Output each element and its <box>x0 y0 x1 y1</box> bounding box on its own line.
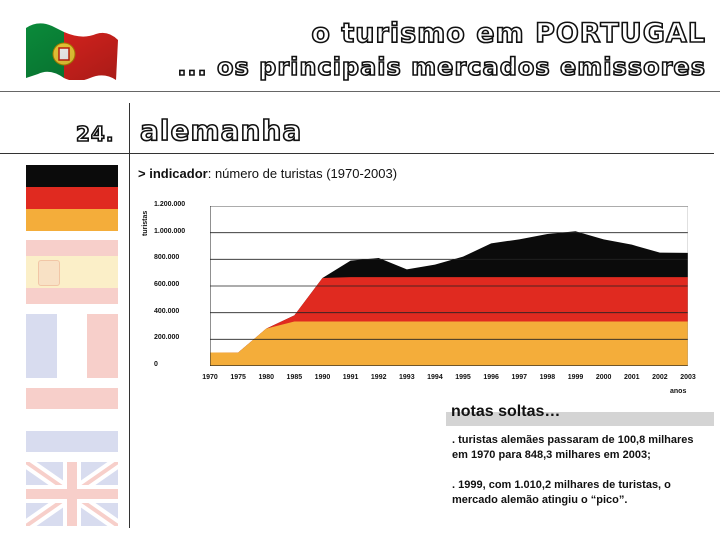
spain-flag-icon <box>26 240 118 304</box>
indicator-line: > indicador: número de turistas (1970-20… <box>138 166 397 181</box>
x-tick-label: 2002 <box>652 374 668 381</box>
y-tick-label: 1.200.000 <box>154 201 186 208</box>
x-tick-label: 1997 <box>511 374 528 381</box>
header-divider <box>0 91 720 92</box>
section-number: 24. <box>75 121 115 147</box>
x-tick-label: 2001 <box>623 374 640 381</box>
x-tick-label: 1985 <box>286 374 303 381</box>
france-flag-icon <box>26 314 119 378</box>
uk-flag-icon <box>22 457 122 531</box>
netherlands-flag-icon <box>26 388 118 452</box>
y-tick-label: 1.000.000 <box>154 227 186 235</box>
y-tick-label: 800.000 <box>154 254 180 262</box>
x-tick-label: 1990 <box>314 374 331 381</box>
notes-title: notas soltas… <box>451 403 561 420</box>
area-plot <box>210 206 688 366</box>
sidebar-divider <box>129 103 130 528</box>
indicator-text: : número de turistas (1970-2003) <box>207 166 398 181</box>
x-tick-label: 2000 <box>595 374 612 381</box>
y-tick-label: 600.000 <box>154 281 180 288</box>
x-tick-label: 1996 <box>483 374 499 381</box>
header-title: o turismo em PORTUGAL <box>311 17 706 50</box>
x-tick-label: 1999 <box>567 374 584 381</box>
section-divider <box>0 153 714 154</box>
header-subtitle: ... os principais mercados emissores <box>177 52 706 82</box>
y-tick-label: 200.000 <box>154 334 180 342</box>
section-country: alemanha <box>139 113 303 148</box>
x-tick-label: 1992 <box>370 374 387 381</box>
portugal-flag-icon <box>24 18 120 81</box>
x-tick-label: 1993 <box>399 374 415 381</box>
x-tick-label: 1995 <box>455 374 471 381</box>
x-tick-label: 2003 <box>680 374 696 381</box>
notes-list: . turistas alemães passaram de 100,8 mil… <box>452 433 702 508</box>
x-tick-label: 1970 <box>202 374 218 381</box>
x-tick-label: 1991 <box>342 374 359 381</box>
x-tick-label: 1980 <box>258 374 275 381</box>
y-tick-label: 0 <box>154 361 158 368</box>
y-tick-label: 400.000 <box>154 307 180 315</box>
note-item: . 1999, com 1.010,2 milhares de turistas… <box>452 479 671 506</box>
x-tick-label: 1994 <box>427 374 443 381</box>
area-gold-band <box>210 321 688 366</box>
note-item: . turistas alemães passaram de 100,8 mil… <box>452 434 694 461</box>
y-axis-label: turistas <box>142 210 149 236</box>
x-tick-label: 1975 <box>230 374 246 381</box>
x-axis-label: anos <box>670 388 687 395</box>
indicator-prefix: > indicador <box>138 166 208 181</box>
x-tick-label: 1998 <box>539 374 556 381</box>
germany-flag-icon <box>26 165 118 231</box>
chart: turistas 0 200.000 400.000 600.000 800.000 1.… <box>142 198 706 398</box>
